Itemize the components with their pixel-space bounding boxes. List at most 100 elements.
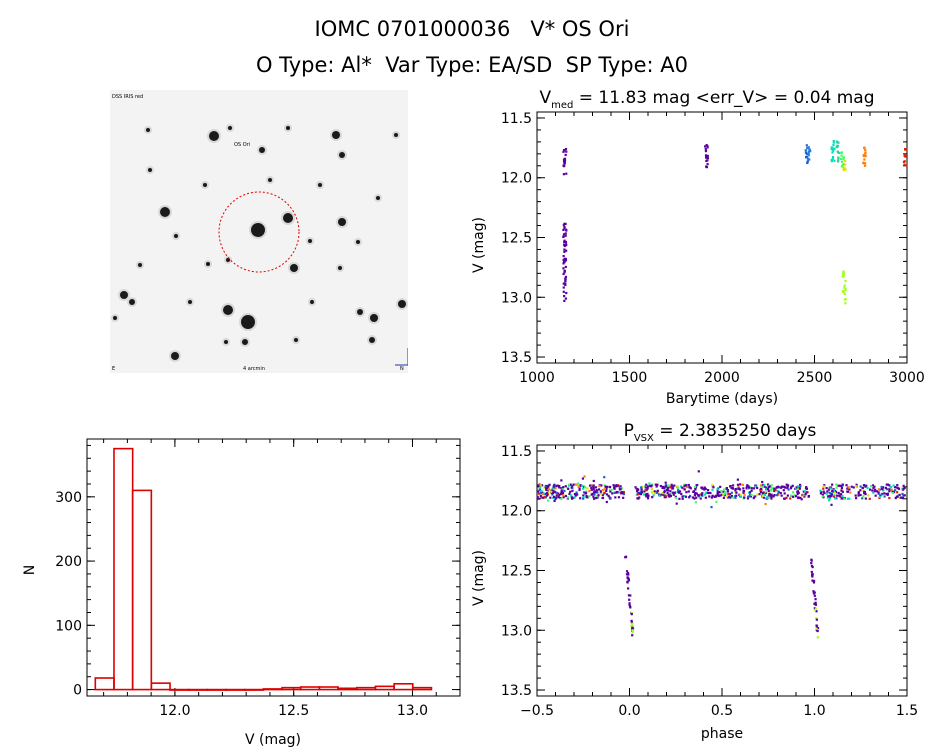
star [113,316,117,320]
phased-point [644,484,647,488]
light-curve-point [703,145,707,148]
light-curve-point [842,273,845,276]
phased-point [874,494,877,497]
phased-point [572,496,575,499]
phased-point [747,486,751,489]
phased-point [570,486,573,489]
light-curve-point [564,222,567,226]
phased-point [612,484,615,487]
light-curve-point [864,162,867,165]
phased-point [700,493,703,496]
phased-point [755,486,759,489]
phased-point [574,483,577,486]
phased-point [666,491,669,494]
light-curve-point [842,274,845,278]
phased-curve-ticks: −0.5 0.0 0.5 1.0 1.5 11.5 12.0 12.5 13.0 13.5 [501,444,918,719]
phased-point [873,485,876,488]
light-curve-point [837,157,840,160]
phased-point [835,483,838,486]
phased-point [839,493,842,496]
phased-point [607,494,610,497]
phased-point [608,489,612,492]
phased-point [758,493,761,496]
light-curve-point [806,146,810,150]
phased-point [785,483,788,486]
phased-point [614,496,617,499]
histogram-ylabel: N [22,565,38,575]
phased-point [767,489,770,492]
phased-eclipse-point [814,603,818,606]
phased-point [604,485,607,488]
phased-curve-title: PVSX = 2.3835250 days [624,421,817,444]
phased-point [574,494,577,497]
phased-eclipse-point [815,624,818,627]
phased-point [857,494,860,497]
phased-point [787,484,790,487]
phased-point [673,491,676,494]
light-curve-point [836,150,839,153]
phased-point [603,484,606,487]
phased-point [805,486,808,489]
light-curve-point [562,150,565,153]
phased-point [683,488,686,491]
phased-point [883,495,886,498]
phased-point [540,496,543,499]
phased-point [582,491,586,494]
light-curve-point [836,144,840,147]
star [160,207,170,217]
phased-point [761,485,765,489]
phased-point [644,489,647,492]
phased-eclipse-point [812,580,815,583]
phased-eclipse-point [811,575,814,578]
light-curve-point [563,244,566,248]
phased-point [678,497,681,500]
phased-eclipse-point [631,629,634,632]
phased-point [888,484,891,487]
light-curve-point [842,289,845,293]
finder-stars [111,124,408,362]
histogram-bar [150,682,171,691]
phased-point [566,496,569,499]
phased-point [742,490,745,493]
phased-eclipse-point [630,619,633,623]
phased-curve-panel: PVSX = 2.3835250 days −0.5 0.0 0.5 1.0 1.5 11… [471,421,918,742]
light-curve-point [844,168,847,171]
phased-point [673,484,676,487]
phased-point [752,487,755,490]
phased-point [833,494,836,497]
phased-point [666,484,669,487]
phased-eclipse-point [628,598,631,601]
light-curve-point [905,164,908,167]
phased-point [639,493,643,496]
phased-point [804,487,808,490]
phased-point [704,496,707,499]
phased-point [592,479,595,483]
light-curve-point [562,282,565,285]
phased-point [889,486,893,489]
phased-point [660,493,663,496]
phased-point [729,485,732,488]
phased-point [734,489,737,492]
phased-point [554,487,557,490]
y-tick-label: 100 [55,618,82,634]
phased-curve-ylabel: V (mag) [471,550,487,606]
phased-point [553,499,556,503]
light-curve-point [830,158,833,162]
phased-point [694,501,697,504]
phased-point [537,484,540,487]
light-curve-point [903,153,907,156]
phased-point [798,486,801,489]
phased-point [739,483,742,486]
phased-point [763,493,767,497]
light-curve-panel: Vmed = 11.83 mag <err_V> = 0.04 mag 1000… [471,88,925,407]
phased-point [766,483,770,486]
phased-point [736,487,739,490]
phased-point [552,487,555,491]
light-curve-point [842,291,845,294]
light-curve-point [562,243,566,246]
phased-point [538,486,542,489]
phased-point [622,496,625,499]
light-curve-point [831,155,835,159]
phased-point [591,485,594,488]
phased-point [664,485,667,488]
